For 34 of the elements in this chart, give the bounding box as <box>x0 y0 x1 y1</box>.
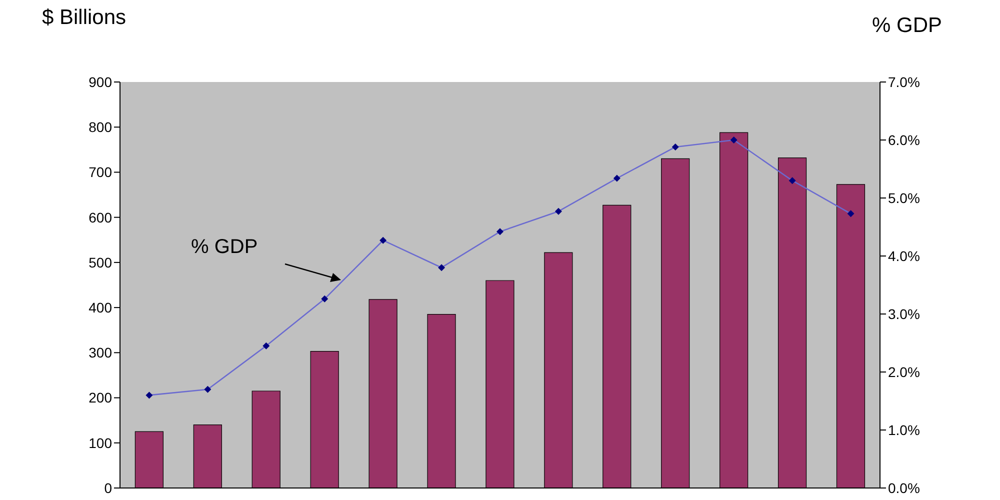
point <box>554 208 562 215</box>
point <box>788 177 796 184</box>
y-tick-label: 600 <box>88 209 112 226</box>
point <box>847 210 854 218</box>
point <box>262 342 270 350</box>
y2-tick-label: 4.0% <box>888 248 920 264</box>
annotation: % GDP <box>191 236 258 259</box>
point <box>730 136 738 144</box>
y2-tick-label: 5.0% <box>888 190 920 206</box>
y2-tick-label: 1.0% <box>888 422 920 438</box>
point <box>380 236 387 244</box>
point <box>438 264 446 272</box>
y-tick-label: 500 <box>88 254 112 270</box>
y-tick-label: 400 <box>88 300 112 316</box>
y2-tick-label: 0.0% <box>888 480 920 496</box>
y-tick-label: 700 <box>88 164 112 180</box>
y2-tick-label: 7.0% <box>888 74 920 90</box>
y-tick-label: 0 <box>104 480 112 496</box>
point <box>146 392 153 399</box>
y-tick-label: 900 <box>88 74 112 90</box>
y2-axis-title: % GDP <box>872 14 942 38</box>
point <box>496 228 504 236</box>
y-tick-label: 300 <box>88 344 112 361</box>
point <box>672 143 679 150</box>
point <box>204 386 212 393</box>
y2-tick-label: 2.0% <box>888 364 920 380</box>
y-axis-title: $ Billions <box>42 6 126 30</box>
y-tick-label: 100 <box>88 434 112 451</box>
y-tick-label: 800 <box>88 119 112 136</box>
y2-tick-label: 3.0% <box>888 306 920 322</box>
point <box>321 295 328 302</box>
y2-tick-label: 6.0% <box>888 132 920 148</box>
point <box>613 174 620 182</box>
y-tick-label: 200 <box>88 390 112 406</box>
